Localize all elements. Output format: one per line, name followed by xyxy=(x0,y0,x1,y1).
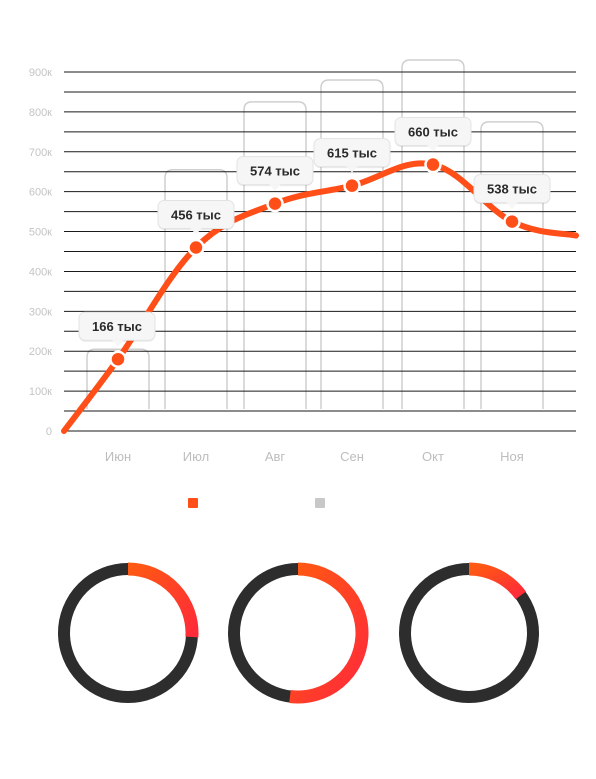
data-point[interactable] xyxy=(503,212,521,231)
donut-progress-arc xyxy=(468,562,527,600)
legend-swatch xyxy=(188,498,198,508)
y-tick-label: 0 xyxy=(46,426,52,438)
series-points xyxy=(109,155,521,368)
ghost-bar xyxy=(86,348,150,409)
x-axis-categories: Июн Июл Авг Сен Окт Ноя xyxy=(105,449,524,464)
ghost-bar xyxy=(243,101,307,409)
series-line xyxy=(61,160,579,434)
legend xyxy=(188,498,325,508)
x-category-label: Июл xyxy=(183,449,209,464)
y-tick-label: 700к xyxy=(29,147,52,159)
x-category-label: Авг xyxy=(265,449,286,464)
data-point[interactable] xyxy=(109,350,127,368)
y-tick-label: 100к xyxy=(29,386,52,398)
donut-row xyxy=(58,562,539,704)
ghost-bar xyxy=(401,59,465,409)
data-label-bubble: 538 тыс xyxy=(473,174,551,209)
data-label-text: 574 тыс xyxy=(250,164,300,179)
data-label-text: 456 тыс xyxy=(171,208,221,223)
donut-chart xyxy=(228,562,369,704)
y-tick-label: 300к xyxy=(29,306,52,318)
series-line-path xyxy=(61,160,579,434)
ghost-bar xyxy=(320,79,384,409)
data-label-text: 660 тыс xyxy=(408,125,458,140)
x-category-label: Ноя xyxy=(500,449,524,464)
x-category-label: Сен xyxy=(340,449,364,464)
y-tick-label: 600к xyxy=(29,187,52,199)
data-point[interactable] xyxy=(187,238,205,257)
ghost-bars xyxy=(86,59,544,409)
line-chart: 0 100к 200к 300к 400к 500к 600к 700к 800к 900к Ию… xyxy=(29,59,579,464)
data-label-text: 538 тыс xyxy=(487,182,537,197)
data-labels: 166 тыс 456 тыс 574 тыс 615 тыс 660 тыс 538 т… xyxy=(78,117,551,347)
donut-chart xyxy=(58,562,199,703)
data-point[interactable] xyxy=(424,155,442,174)
grid-lines xyxy=(64,71,576,432)
x-category-label: Июн xyxy=(105,449,131,464)
y-tick-label: 200к xyxy=(29,346,52,358)
data-point[interactable] xyxy=(343,176,361,195)
y-tick-label: 500к xyxy=(29,227,52,239)
donut-progress-arc xyxy=(127,562,199,638)
data-point[interactable] xyxy=(266,194,284,213)
ghost-bar xyxy=(480,121,544,409)
data-label-bubble: 660 тыс xyxy=(394,117,472,152)
x-category-label: Окт xyxy=(422,449,444,464)
data-label-text: 166 тыс xyxy=(92,319,142,334)
donut-progress-arc xyxy=(289,562,369,704)
y-tick-label: 800к xyxy=(29,107,52,119)
y-tick-label: 900к xyxy=(29,67,52,79)
y-tick-label: 400к xyxy=(29,266,52,278)
data-label-bubble: 574 тыс xyxy=(236,156,314,191)
data-label-bubble: 456 тыс xyxy=(157,200,235,235)
y-axis-ticks: 0 100к 200к 300к 400к 500к 600к 700к 800к 900к xyxy=(29,67,52,438)
donut-chart xyxy=(399,562,539,703)
data-label-bubble: 166 тыс xyxy=(78,311,156,347)
data-label-bubble: 615 тыс xyxy=(313,138,391,173)
legend-swatch xyxy=(315,498,325,508)
data-label-text: 615 тыс xyxy=(327,146,377,161)
ghost-bar xyxy=(164,168,228,409)
